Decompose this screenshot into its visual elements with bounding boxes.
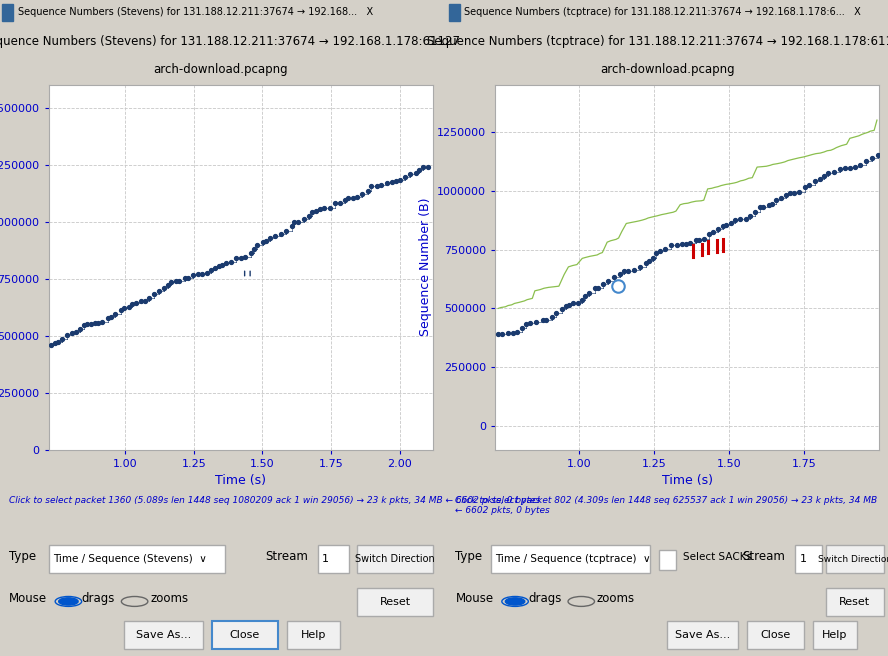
FancyBboxPatch shape: [668, 621, 738, 649]
FancyBboxPatch shape: [212, 621, 278, 649]
Text: 1: 1: [800, 554, 806, 564]
Text: arch-download.pcapng: arch-download.pcapng: [154, 63, 288, 76]
Text: Sequence Numbers (tcptrace) for 131.188.12.211:37674 → 192.168.1.178:61127: Sequence Numbers (tcptrace) for 131.188.…: [427, 35, 888, 48]
Text: Save As...: Save As...: [136, 630, 191, 640]
Y-axis label: Sequence Number (B): Sequence Number (B): [418, 198, 432, 337]
Text: Reset: Reset: [379, 597, 410, 607]
Text: Reset: Reset: [839, 597, 870, 607]
Text: Switch Direction: Switch Direction: [818, 555, 888, 564]
FancyBboxPatch shape: [358, 545, 432, 573]
FancyBboxPatch shape: [659, 550, 676, 570]
Text: Time / Sequence (Stevens)  ∨: Time / Sequence (Stevens) ∨: [53, 554, 207, 564]
FancyBboxPatch shape: [287, 621, 340, 649]
FancyBboxPatch shape: [491, 545, 650, 573]
Bar: [448, 4, 460, 21]
Text: Type: Type: [456, 550, 482, 564]
Text: Time / Sequence (tcptrace)  ∨: Time / Sequence (tcptrace) ∨: [496, 554, 651, 564]
Text: Select SACKs: Select SACKs: [683, 552, 752, 562]
X-axis label: Time (s): Time (s): [215, 474, 266, 487]
Text: Click to select packet 802 (4.309s len 1448 seq 625537 ack 1 win 29056) → 23 k p: Click to select packet 802 (4.309s len 1…: [456, 496, 877, 515]
FancyBboxPatch shape: [49, 545, 225, 573]
Text: Mouse: Mouse: [9, 592, 47, 605]
Circle shape: [505, 598, 525, 605]
Text: Help: Help: [822, 630, 848, 640]
FancyBboxPatch shape: [318, 545, 349, 573]
FancyBboxPatch shape: [813, 621, 857, 649]
Text: Click to select packet 1360 (5.089s len 1448 seq 1080209 ack 1 win 29056) → 23 k: Click to select packet 1360 (5.089s len …: [9, 496, 540, 504]
Circle shape: [59, 598, 78, 605]
Text: arch-download.pcapng: arch-download.pcapng: [600, 63, 734, 76]
FancyBboxPatch shape: [747, 621, 805, 649]
Text: Stream: Stream: [742, 550, 785, 564]
Text: Help: Help: [301, 630, 326, 640]
FancyBboxPatch shape: [826, 588, 884, 617]
Text: Stream: Stream: [265, 550, 307, 564]
Text: Mouse: Mouse: [456, 592, 494, 605]
Bar: [2, 4, 13, 21]
Text: zooms: zooms: [150, 592, 188, 605]
Text: Type: Type: [9, 550, 36, 564]
Text: Save As...: Save As...: [675, 630, 730, 640]
Text: 1: 1: [322, 554, 329, 564]
Text: Sequence Numbers (Stevens) for 131.188.12.211:37674 → 192.168...   X: Sequence Numbers (Stevens) for 131.188.1…: [18, 7, 373, 18]
Text: Close: Close: [230, 630, 260, 640]
X-axis label: Time (s): Time (s): [662, 474, 713, 487]
Text: Sequence Numbers (Stevens) for 131.188.12.211:37674 → 192.168.1.178:61127: Sequence Numbers (Stevens) for 131.188.1…: [0, 35, 460, 48]
Text: zooms: zooms: [597, 592, 635, 605]
FancyBboxPatch shape: [826, 545, 884, 573]
FancyBboxPatch shape: [796, 545, 821, 573]
Text: Close: Close: [760, 630, 790, 640]
Text: drags: drags: [82, 592, 115, 605]
FancyBboxPatch shape: [123, 621, 203, 649]
Text: drags: drags: [528, 592, 562, 605]
Text: Switch Direction: Switch Direction: [355, 554, 435, 564]
Text: Sequence Numbers (tcptrace) for 131.188.12.211:37674 → 192.168.1.178:6...   X: Sequence Numbers (tcptrace) for 131.188.…: [464, 7, 861, 18]
FancyBboxPatch shape: [358, 588, 432, 617]
